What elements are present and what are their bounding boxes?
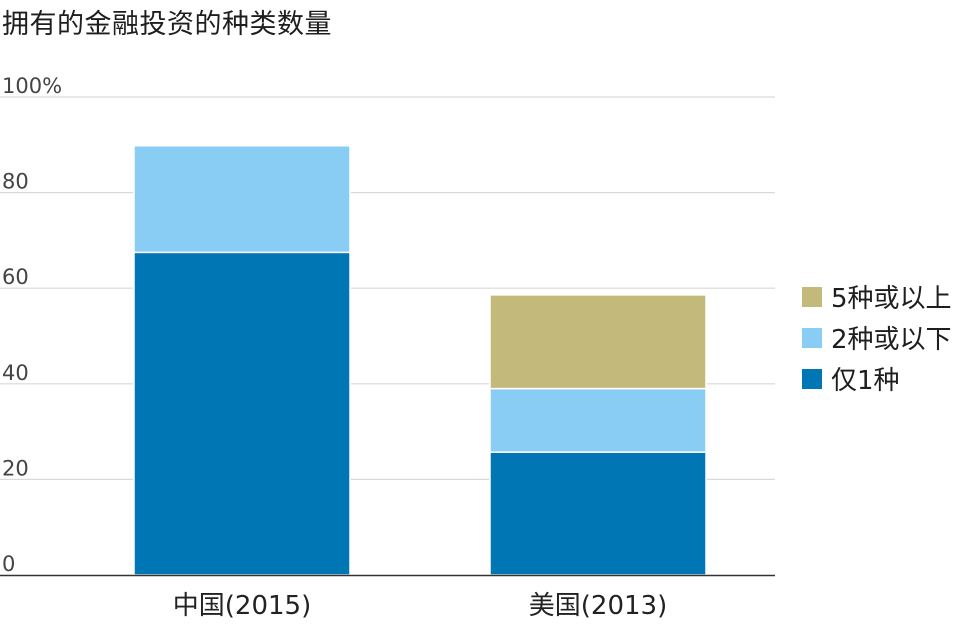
legend-label-two-or-less: 2种或以下 — [831, 325, 952, 355]
legend-item-two-or-less: 2种或以下 — [802, 317, 952, 358]
category-labels: 中国(2015) 美国(2013) — [173, 591, 667, 621]
legend-item-only-one: 仅1种 — [802, 358, 952, 399]
bar-segment-1-2 — [489, 294, 707, 390]
legend-label-five-or-more: 5种或以上 — [831, 284, 952, 314]
legend-swatch-two-or-less — [802, 327, 822, 348]
y-tick-label-40: 40 — [2, 361, 29, 385]
bars — [133, 145, 707, 576]
legend-swatch-five-or-more — [802, 286, 822, 307]
y-tick-label-100: 100% — [2, 74, 62, 98]
bar-segment-0-1 — [133, 145, 351, 254]
bar-segment-0-0 — [133, 251, 351, 576]
chart-title: 拥有的金融投资的种类数量 — [2, 9, 332, 40]
legend: 5种或以上 2种或以下 仅1种 — [802, 276, 952, 399]
y-tick-label-0: 0 — [2, 552, 15, 576]
y-tick-label-20: 20 — [2, 456, 29, 480]
legend-item-five-or-more: 5种或以上 — [802, 276, 952, 317]
bar-segment-1-1 — [489, 387, 707, 453]
y-tick-labels: 0 20 40 60 80 100% — [2, 74, 62, 576]
category-label-1: 美国(2013) — [529, 591, 667, 621]
legend-swatch-only-one — [802, 368, 822, 389]
y-tick-label-60: 60 — [2, 265, 29, 289]
y-tick-label-80: 80 — [2, 170, 29, 194]
bar-segment-1-0 — [489, 451, 707, 576]
category-label-0: 中国(2015) — [173, 591, 311, 621]
legend-label-only-one: 仅1种 — [831, 366, 900, 396]
